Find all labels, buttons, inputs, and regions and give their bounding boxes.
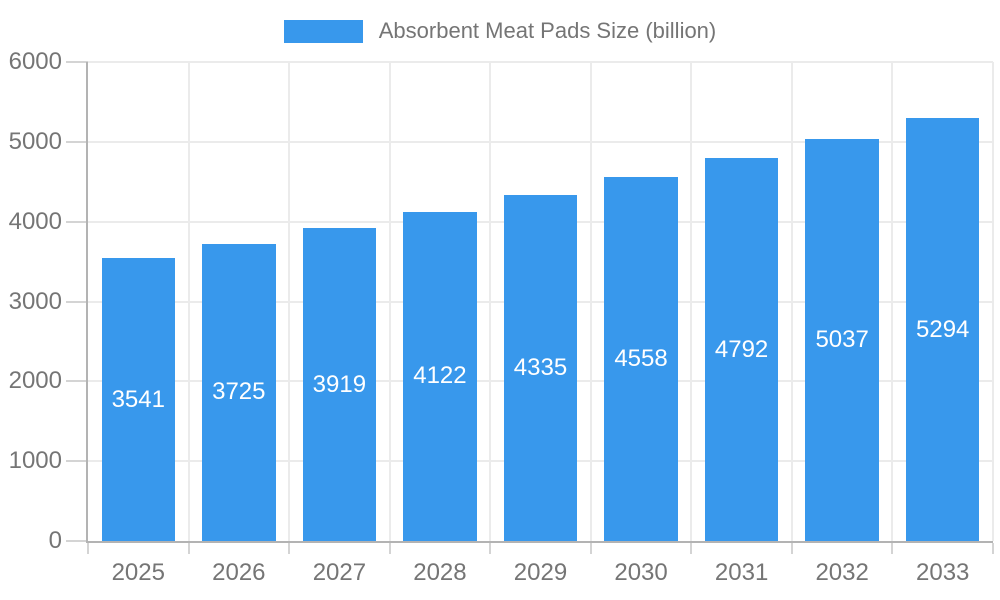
- y-axis-label-3000: 3000: [8, 287, 62, 315]
- bar-value-label-2025: 3541: [111, 385, 165, 413]
- y-axis-label-2000: 2000: [8, 367, 62, 395]
- y-tick-4000: [66, 220, 88, 223]
- y-axis-label-5000: 5000: [8, 127, 62, 155]
- x-axis-line: [86, 541, 993, 543]
- x-axis-label-2028: 2028: [413, 559, 467, 586]
- y-tick-6000: [66, 61, 88, 63]
- bar-slot-2031: 4792: [691, 62, 792, 541]
- legend-label: Absorbent Meat Pads Size (billion): [378, 18, 717, 43]
- bar-slot-2032: 5037: [792, 62, 893, 541]
- x-tick-4: [489, 543, 492, 554]
- x-tick-8: [891, 543, 894, 554]
- x-axis-ticks: [87, 543, 994, 554]
- bar-2030[interactable]: 4558: [604, 177, 678, 541]
- gridline-x-6: [690, 62, 693, 541]
- y-axis-ticks: [66, 61, 88, 542]
- x-tick-6: [690, 543, 693, 554]
- bar-value-label-2029: 4335: [513, 353, 568, 381]
- y-tick-0: [66, 540, 88, 542]
- y-tick-2000: [66, 380, 88, 383]
- bar-slot-2029: 4335: [490, 62, 591, 541]
- bar-slot-2028: 4122: [390, 62, 491, 541]
- bar-value-label-2031: 4792: [714, 335, 769, 363]
- gridline-x-8: [891, 62, 894, 541]
- gridline-x-3: [388, 62, 391, 541]
- bar-2026[interactable]: 3725: [202, 243, 276, 541]
- gridline-x-7: [790, 62, 793, 541]
- bar-slot-2025: 3541: [88, 62, 189, 541]
- y-axis-line: [86, 62, 88, 541]
- bar-2028[interactable]: 4122: [403, 211, 477, 541]
- gridline-x-2: [288, 62, 291, 541]
- x-axis-label-2029: 2029: [513, 559, 568, 586]
- bar-slot-2033: 5294: [892, 62, 993, 541]
- x-tick-7: [790, 543, 793, 554]
- x-axis-label-2030: 2030: [614, 559, 668, 586]
- bar-slot-2026: 3725: [189, 62, 290, 541]
- x-tick-1: [187, 543, 190, 554]
- plot-area: 3541 3725 3919 4122 4335 4558 4792 5037 5294: [86, 61, 994, 543]
- x-tick-3: [388, 543, 391, 554]
- x-axis-label-2025: 2025: [111, 559, 165, 586]
- bar-2025[interactable]: 3541: [101, 258, 175, 541]
- gridline-x-4: [489, 62, 492, 541]
- bar-2027[interactable]: 3919: [302, 228, 377, 541]
- x-axis-label-2031: 2031: [714, 559, 769, 586]
- y-axis-label-1000: 1000: [8, 447, 62, 475]
- gridline-x-1: [187, 62, 190, 541]
- x-axis-labels: 2025 2026 2027 2028 2029 2030 2031 2032 2033: [88, 559, 993, 589]
- x-tick-5: [589, 543, 592, 554]
- x-axis-label-2027: 2027: [312, 559, 367, 586]
- legend[interactable]: Absorbent Meat Pads Size (billion): [0, 16, 1000, 46]
- y-axis-label-4000: 4000: [8, 207, 62, 235]
- x-tick-0: [87, 543, 89, 554]
- legend-swatch-icon: [283, 19, 363, 43]
- x-axis-label-2026: 2026: [212, 559, 266, 586]
- bar-value-label-2027: 3919: [312, 370, 367, 398]
- bar-value-label-2026: 3725: [212, 378, 266, 406]
- x-tick-9: [992, 543, 994, 554]
- bar-slot-2030: 4558: [591, 62, 692, 541]
- y-tick-1000: [66, 460, 88, 463]
- bar-value-label-2033: 5294: [916, 315, 970, 343]
- gridline-y-5000: [88, 140, 993, 143]
- x-axis-label-2033: 2033: [916, 559, 970, 586]
- bar-value-label-2028: 4122: [413, 362, 467, 390]
- gridline-x-5: [589, 62, 592, 541]
- y-axis-labels: 0 1000 2000 3000 4000 5000 6000: [0, 48, 62, 554]
- x-tick-2: [288, 543, 291, 554]
- bar-value-label-2030: 4558: [614, 345, 668, 373]
- bar-2031[interactable]: 4792: [704, 158, 779, 541]
- bar-2032[interactable]: 5037: [805, 138, 879, 541]
- bar-2033[interactable]: 5294: [906, 118, 980, 541]
- bar-value-label-2032: 5037: [815, 325, 869, 353]
- bar-2029[interactable]: 4335: [503, 194, 578, 541]
- y-axis-label-0: 0: [48, 527, 62, 554]
- y-axis-label-6000: 6000: [8, 48, 62, 75]
- y-tick-5000: [66, 140, 88, 143]
- bar-slot-2027: 3919: [289, 62, 390, 541]
- gridline-y-6000: [88, 61, 993, 63]
- gridline-x-9: [992, 62, 994, 541]
- x-axis-label-2032: 2032: [815, 559, 869, 586]
- y-tick-3000: [66, 300, 88, 303]
